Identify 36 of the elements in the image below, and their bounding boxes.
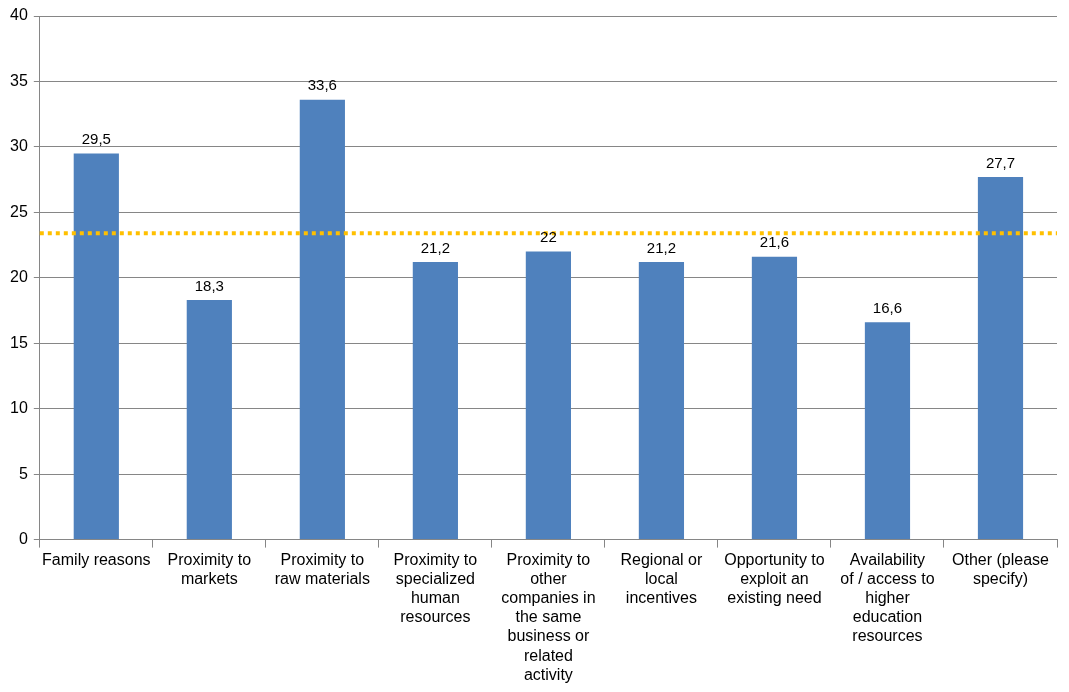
bar [977,177,1024,540]
data-label: 21,6 [759,233,790,251]
bar [73,153,119,540]
bar [299,99,345,540]
data-label: 21,2 [646,238,677,256]
x-tick-label: Proximity to other companies in the same business or related activity [501,550,596,683]
y-tick-label: 40 [10,6,28,24]
y-tick-label: 20 [10,268,28,286]
data-label: 18,3 [194,276,224,294]
data-label: 21,2 [420,238,450,256]
bar [864,322,911,540]
y-tick-label: 25 [10,202,28,220]
x-tick-label: Proximity to raw materials [274,550,370,587]
x-tick-label: Other (please specify) [952,550,1050,587]
y-tick-label: 15 [10,333,28,351]
bar [412,262,458,540]
x-tick-label: Availability of / access to higher education resources [840,550,935,645]
data-label: 22 [540,228,557,246]
data-label: 29,5 [81,130,111,148]
y-tick-label: 10 [10,399,28,417]
bar [186,300,232,540]
data-label: 27,7 [985,153,1016,171]
bar [525,251,571,540]
x-tick-label: Proximity to markets [167,550,252,587]
x-tick-label: Opportunity to exploit an existing need [724,550,825,607]
x-tick-label: Proximity to specialized human resources [393,550,478,626]
x-tick-label: Regional or local incentives [620,550,704,607]
data-label: 16,6 [872,298,903,316]
y-tick-label: 5 [18,464,28,482]
y-tick-label: 0 [18,530,28,548]
bar [751,256,798,540]
bar [638,262,685,540]
x-tick-label: Family reasons [42,550,151,568]
y-tick-label: 30 [10,137,28,155]
data-label: 33,6 [307,76,337,94]
y-tick-label: 35 [10,71,28,89]
